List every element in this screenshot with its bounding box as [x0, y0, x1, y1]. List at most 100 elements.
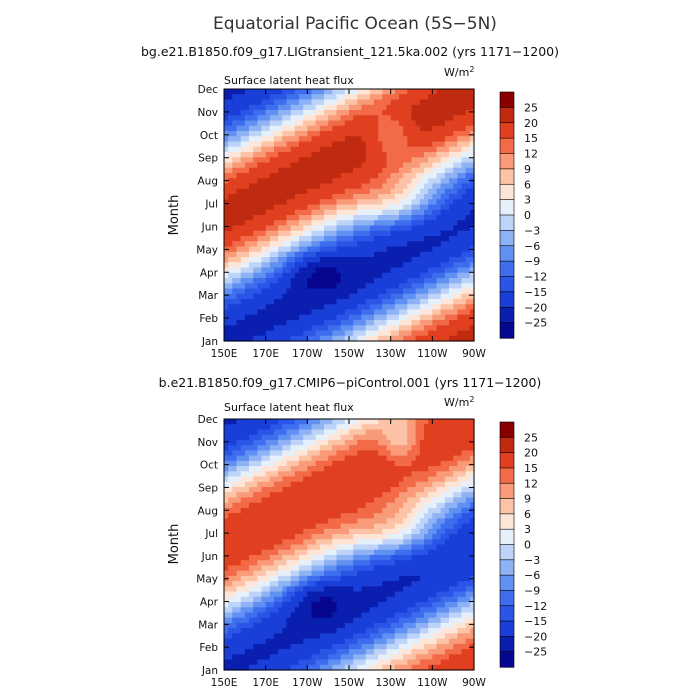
- heatmap-cell: [461, 220, 467, 227]
- heatmap-cell: [428, 104, 433, 111]
- colorbar-swatch: [499, 260, 515, 278]
- heatmap-cell: [386, 173, 392, 179]
- heatmap-cell: [253, 649, 258, 655]
- heatmap-cell: [244, 643, 250, 650]
- heatmap-cell: [390, 257, 396, 263]
- heatmap-cell: [390, 241, 396, 248]
- heatmap-cell: [240, 309, 246, 316]
- heatmap-cell: [311, 230, 317, 237]
- heatmap-cell: [244, 173, 250, 179]
- heatmap-cell: [349, 167, 354, 174]
- heatmap-cell: [453, 178, 458, 185]
- heatmap-cell: [299, 162, 304, 169]
- heatmap-cell: [307, 262, 313, 269]
- heatmap-cell: [386, 99, 392, 106]
- heatmap-cell: [453, 262, 458, 269]
- heatmap-cell: [232, 283, 238, 290]
- heatmap-cell: [399, 120, 404, 127]
- heatmap-cell: [282, 612, 288, 619]
- heatmap-cell: [257, 220, 263, 227]
- heatmap-cell: [232, 199, 238, 206]
- heatmap-cell: [244, 476, 250, 483]
- heatmap-cell: [457, 288, 463, 295]
- heatmap-cell: [444, 104, 450, 111]
- heatmap-cell: [240, 152, 246, 158]
- heatmap-cell: [390, 230, 396, 237]
- heatmap-cell: [349, 460, 354, 467]
- heatmap-cell: [224, 199, 229, 206]
- heatmap-cell: [378, 554, 383, 561]
- heatmap-cell: [428, 330, 433, 337]
- heatmap-cell: [344, 283, 350, 290]
- heatmap-cell: [224, 241, 229, 248]
- heatmap-cell: [282, 476, 288, 483]
- heatmap-cell: [428, 146, 433, 153]
- heatmap-cell: [269, 539, 275, 546]
- heatmap-cell: [274, 534, 279, 540]
- heatmap-cell: [236, 152, 242, 158]
- heatmap-cell: [265, 178, 271, 185]
- heatmap-cell: [432, 225, 438, 232]
- heatmap-cell: [303, 131, 308, 137]
- heatmap-cell: [332, 466, 338, 472]
- heatmap-cell: [278, 591, 283, 598]
- heatmap-cell: [324, 617, 329, 624]
- heatmap-cell: [265, 141, 271, 148]
- heatmap-cell: [319, 125, 325, 132]
- heatmap-cell: [303, 278, 308, 284]
- heatmap-cell: [299, 314, 304, 321]
- heatmap-cell: [411, 335, 417, 342]
- heatmap-cell: [269, 476, 275, 483]
- heatmap-cell: [269, 309, 275, 316]
- heatmap-cell: [274, 460, 279, 467]
- heatmap-cell: [336, 236, 342, 242]
- heatmap-cell: [253, 455, 258, 462]
- heatmap-cell: [390, 445, 396, 451]
- heatmap-cell: [257, 607, 263, 614]
- heatmap-cell: [353, 419, 358, 425]
- heatmap-cell: [349, 115, 354, 122]
- heatmap-cell: [407, 215, 413, 221]
- heatmap-cell: [440, 241, 446, 248]
- heatmap-cell: [344, 262, 350, 269]
- heatmap-cell: [365, 622, 371, 629]
- heatmap-cell: [257, 664, 263, 671]
- heatmap-cell: [328, 581, 333, 587]
- heatmap-cell: [311, 120, 317, 127]
- heatmap-cell: [319, 659, 325, 666]
- heatmap-cell: [240, 633, 246, 640]
- heatmap-cell: [307, 471, 313, 478]
- heatmap-cell: [465, 104, 471, 111]
- heatmap-cell: [328, 283, 333, 290]
- heatmap-cell: [365, 497, 371, 504]
- colorbar-label: 0: [524, 209, 531, 222]
- heatmap-cell: [261, 236, 267, 242]
- heatmap-cell: [378, 146, 383, 153]
- heatmap-cell: [307, 162, 313, 169]
- heatmap-cell: [365, 89, 371, 95]
- heatmap-cell: [336, 471, 342, 478]
- heatmap-cell: [265, 188, 271, 195]
- heatmap-cell: [278, 209, 283, 216]
- heatmap-cell: [361, 267, 367, 274]
- heatmap-cell: [290, 649, 296, 655]
- heatmap-cell: [249, 528, 254, 535]
- heatmap-cell: [361, 99, 367, 106]
- heatmap-cell: [282, 215, 288, 221]
- heatmap-cell: [244, 104, 250, 111]
- heatmap-cell: [374, 486, 379, 493]
- heatmap-cell: [261, 659, 267, 666]
- heatmap-cell: [353, 534, 358, 540]
- heatmap-cell: [407, 320, 413, 326]
- heatmap-cell: [319, 104, 325, 111]
- heatmap-cell: [328, 204, 333, 211]
- heatmap-cell: [428, 141, 433, 148]
- heatmap-cell: [303, 654, 308, 661]
- heatmap-cell: [311, 643, 317, 650]
- heatmap-cell: [457, 257, 463, 263]
- heatmap-cell: [369, 246, 375, 253]
- heatmap-cell: [315, 94, 321, 101]
- heatmap-cell: [244, 335, 250, 342]
- heatmap-cell: [294, 596, 300, 603]
- heatmap-cell: [440, 320, 446, 326]
